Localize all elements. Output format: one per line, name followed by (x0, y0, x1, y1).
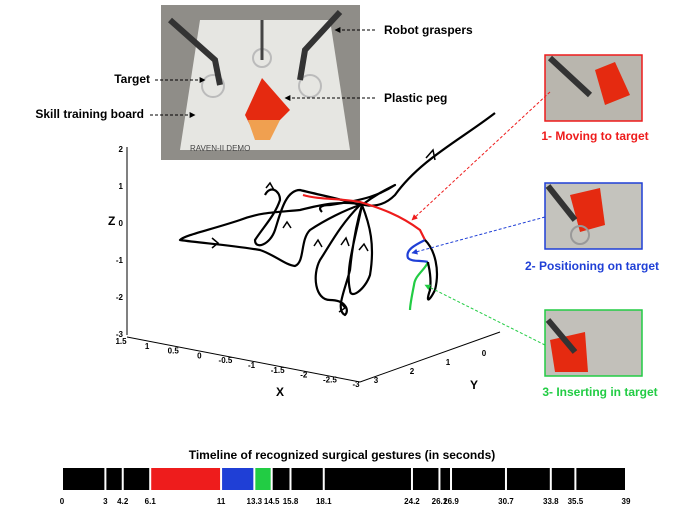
x-tick-label: 0 (197, 351, 202, 360)
z-tick-label: -1 (116, 256, 124, 265)
timeline-segment (440, 468, 451, 490)
pointer (411, 91, 551, 221)
z-tick-label: 1 (119, 182, 124, 191)
timeline-segment (106, 468, 122, 490)
x-tick-label: 0.5 (168, 347, 180, 356)
timeline-tick-label: 26.1 (432, 497, 448, 506)
timeline: 0 3 4.2 6.1 11 13.3 14.5 15.8 18.1 24.2 26.126.9 30… (60, 468, 631, 506)
axis-label: Z (108, 214, 115, 228)
timeline-segment (272, 468, 290, 490)
timeline-segment (255, 468, 271, 490)
pointer (411, 216, 546, 255)
x-tick-label: -3 (352, 380, 360, 389)
gesture-label: 2- Positioning on target (525, 259, 659, 273)
timeline-tick-label: 30.7 (498, 497, 514, 506)
timeline-segment (222, 468, 254, 490)
gesture-label: 1- Moving to target (541, 129, 648, 143)
timeline-tick-label: 15.8 (283, 497, 299, 506)
x-tick-label: -2.5 (323, 375, 337, 384)
timeline-tick-label: 14.5 (264, 497, 280, 506)
timeline-tick-label: 4.2 (117, 497, 129, 506)
timeline-tick-label: 33.8 (543, 497, 559, 506)
pointer (424, 284, 546, 346)
axes-3d (126, 147, 501, 383)
x-tick-label: -1 (248, 361, 256, 370)
timeline-segment (506, 468, 550, 490)
x-tick-label: 1 (145, 342, 150, 351)
y-tick-label: 2 (410, 367, 415, 376)
y-tick-label: 0 (482, 349, 487, 358)
timeline-segment (452, 468, 505, 490)
thumbnail (544, 54, 643, 122)
timeline-tick-label: 6.1 (145, 497, 157, 506)
timeline-segment (576, 468, 625, 490)
timeline-segment (123, 468, 150, 490)
timeline-title: Timeline of recognized surgical gestures… (189, 448, 496, 462)
timeline-segment (63, 468, 105, 490)
z-tick-label: 0 (119, 219, 124, 228)
gesture-label: 3- Inserting in target (542, 385, 657, 399)
axis-label: X (276, 385, 284, 399)
timeline-tick-label: 13.3 (247, 497, 263, 506)
trajectory-arrows (211, 148, 436, 313)
timeline-segment (291, 468, 323, 490)
y-tick-label: 3 (374, 376, 379, 385)
timeline-segment (412, 468, 439, 490)
photo-label: Robot graspers (384, 23, 473, 37)
x-tick-label: 1.5 (115, 337, 127, 346)
z-tick-label: -3 (116, 330, 124, 339)
timeline-tick-label: 24.2 (404, 497, 420, 506)
timeline-tick-label: 0 (60, 497, 65, 506)
y-tick-label: 1 (446, 358, 451, 367)
x-tick-label: -1.5 (271, 366, 285, 375)
x-tick-label: -0.5 (219, 356, 233, 365)
photo-label: Plastic peg (384, 91, 447, 105)
trajectory (178, 112, 496, 317)
timeline-segment (151, 468, 221, 490)
timeline-tick-label: 35.5 (568, 497, 584, 506)
timeline-tick-label: 39 (622, 497, 631, 506)
thumbnail (544, 182, 643, 250)
x-tick-label: -2 (300, 371, 308, 380)
timeline-segment (324, 468, 411, 490)
timeline-tick-label: 26.9 (443, 497, 459, 506)
thumbnail (544, 309, 643, 377)
photo-caption: RAVEN-II DEMO (190, 144, 250, 153)
timeline-segment (551, 468, 575, 490)
axis-label: Y (470, 378, 478, 392)
training-photo: RAVEN-II DEMO (161, 5, 360, 160)
z-tick-label: 2 (119, 145, 124, 154)
z-tick-label: -2 (116, 293, 124, 302)
photo-label: Skill training board (35, 107, 144, 121)
timeline-tick-label: 3 (103, 497, 108, 506)
timeline-tick-label: 11 (217, 497, 226, 506)
timeline-tick-label: 18.1 (316, 497, 332, 506)
photo-label: Target (114, 72, 150, 86)
